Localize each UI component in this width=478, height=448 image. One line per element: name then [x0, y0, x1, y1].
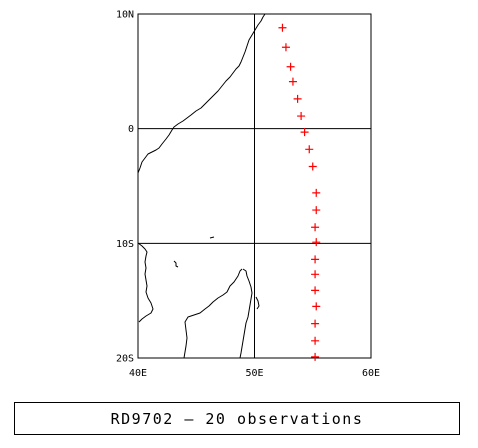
observation-marker [311, 352, 320, 361]
observation-marker [311, 336, 320, 345]
axis-labels: 10N 0 10S 20S 40E 50E 60E [116, 10, 380, 380]
observation-marker [305, 145, 314, 154]
caption-text: RD9702 – 20 observations [110, 409, 364, 428]
lat-tick-label: 20S [116, 354, 134, 365]
observation-marker [312, 238, 321, 247]
observation-marker [311, 270, 320, 279]
observation-marker [300, 128, 309, 137]
observation-marker [312, 188, 321, 197]
observation-marker [297, 112, 306, 121]
observation-markers [278, 23, 321, 361]
observation-marker [288, 77, 297, 86]
observation-marker [286, 62, 295, 71]
lat-tick-label: 0 [128, 124, 134, 135]
caption-box: RD9702 – 20 observations [14, 402, 460, 435]
coastline-madagascar [183, 268, 253, 359]
observation-marker [311, 223, 320, 232]
observation-marker [311, 255, 320, 264]
observation-marker [312, 206, 321, 215]
graticule [138, 14, 371, 358]
observation-marker [311, 319, 320, 328]
lat-tick-label: 10S [116, 239, 134, 250]
observation-marker [293, 94, 302, 103]
coastline-islet [209, 236, 215, 239]
observation-marker [281, 43, 290, 52]
lon-tick-label: 40E [129, 368, 147, 379]
lat-tick-label: 10N [116, 10, 134, 21]
lon-tick-label: 50E [245, 368, 263, 379]
observation-marker [312, 302, 321, 311]
map-frame [137, 13, 372, 359]
coastline-comoros [173, 260, 179, 268]
observation-marker [278, 23, 287, 32]
coastline-mozambique [137, 242, 154, 323]
coastline-east-africa [137, 13, 266, 174]
coastline [137, 13, 266, 359]
lon-tick-label: 60E [362, 368, 380, 379]
coastline-islet-east [255, 296, 260, 310]
observation-marker [311, 286, 320, 295]
observation-marker [308, 162, 317, 171]
